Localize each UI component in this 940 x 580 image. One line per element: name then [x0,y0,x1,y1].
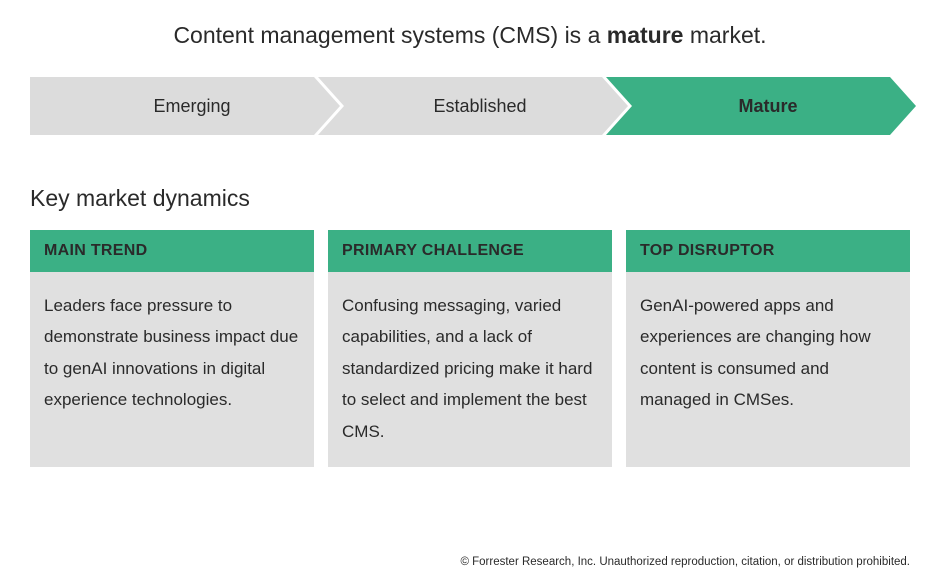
card-body: Leaders face pressure to demonstrate bus… [30,272,314,467]
title-suffix: market. [683,22,766,48]
card-header: PRIMARY CHALLENGE [328,230,612,272]
maturity-chevrons: Emerging Established Mature [30,77,910,135]
chevron-mature: Mature [606,77,916,135]
card-header: MAIN TREND [30,230,314,272]
chevron-emerging: Emerging [30,77,340,135]
title-bold: mature [607,22,684,48]
title-prefix: Content management systems (CMS) is a [173,22,606,48]
dynamics-cards: MAIN TRENDLeaders face pressure to demon… [30,230,910,467]
card-header: TOP DISRUPTOR [626,230,910,272]
dynamics-card: TOP DISRUPTORGenAI-powered apps and expe… [626,230,910,467]
chevron-label: Emerging [139,96,230,117]
section-heading: Key market dynamics [30,185,910,212]
chevron-established: Established [318,77,628,135]
copyright-text: © Forrester Research, Inc. Unauthorized … [460,556,910,568]
card-body: Confusing messaging, varied capabilities… [328,272,612,467]
card-body: GenAI-powered apps and experiences are c… [626,272,910,467]
chevron-label: Established [419,96,526,117]
dynamics-card: MAIN TRENDLeaders face pressure to demon… [30,230,314,467]
dynamics-card: PRIMARY CHALLENGEConfusing messaging, va… [328,230,612,467]
chevron-label: Mature [724,96,797,117]
page-title: Content management systems (CMS) is a ma… [30,22,910,49]
